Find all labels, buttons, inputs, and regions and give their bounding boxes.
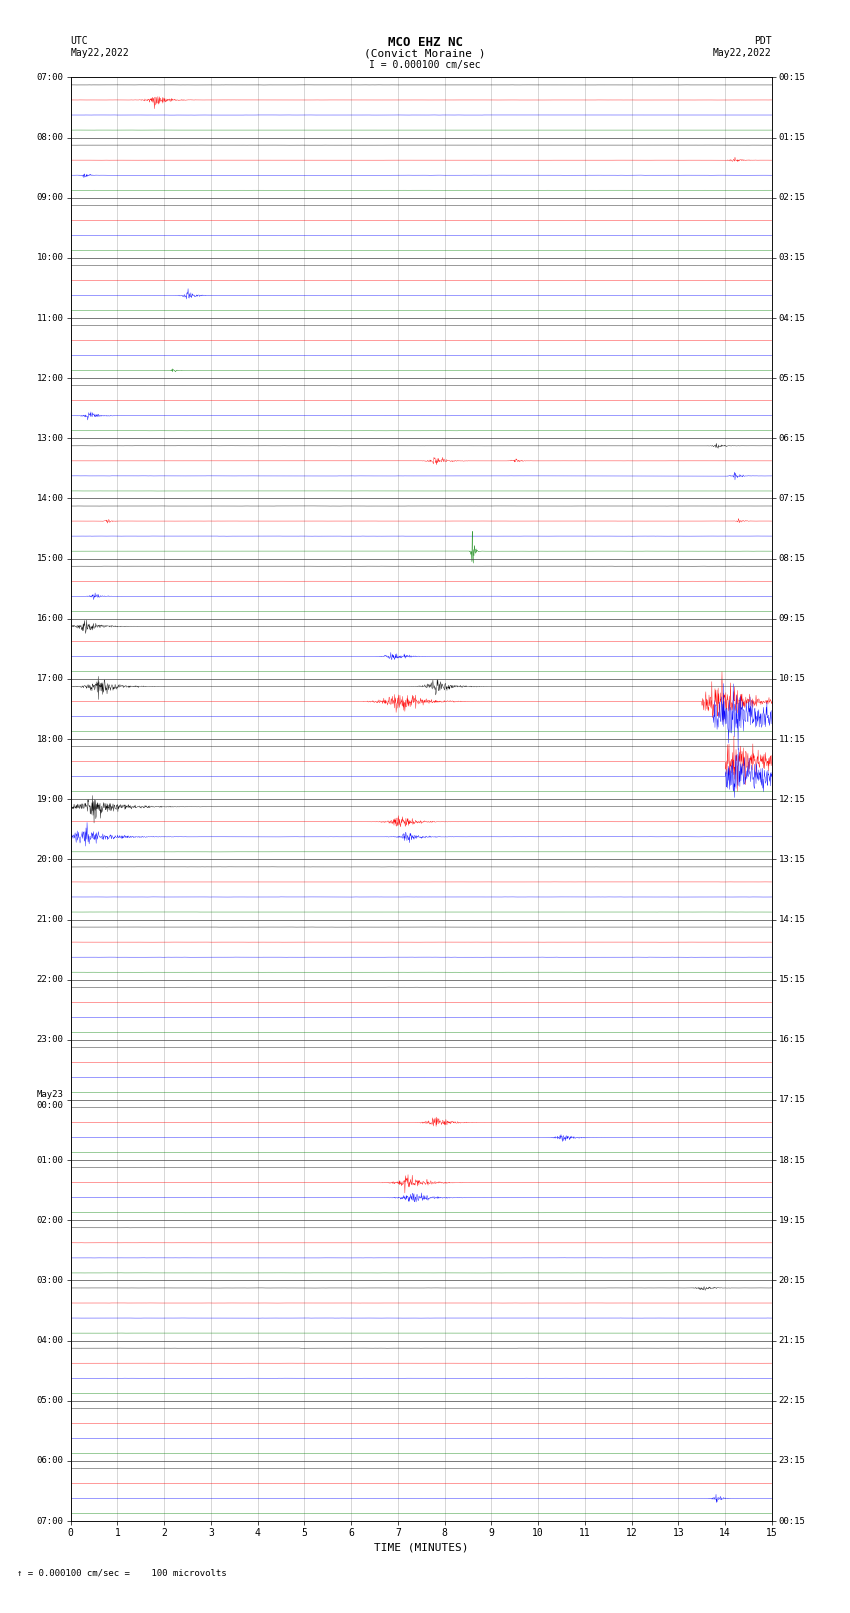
Text: PDT: PDT bbox=[754, 37, 772, 47]
X-axis label: TIME (MINUTES): TIME (MINUTES) bbox=[374, 1542, 468, 1552]
Text: ↑ = 0.000100 cm/sec =    100 microvolts: ↑ = 0.000100 cm/sec = 100 microvolts bbox=[17, 1568, 227, 1578]
Text: I = 0.000100 cm/sec: I = 0.000100 cm/sec bbox=[369, 60, 481, 69]
Text: MCO EHZ NC: MCO EHZ NC bbox=[388, 37, 462, 50]
Text: (Convict Moraine ): (Convict Moraine ) bbox=[365, 48, 485, 58]
Text: UTC: UTC bbox=[71, 37, 88, 47]
Text: May22,2022: May22,2022 bbox=[713, 48, 772, 58]
Text: May22,2022: May22,2022 bbox=[71, 48, 129, 58]
